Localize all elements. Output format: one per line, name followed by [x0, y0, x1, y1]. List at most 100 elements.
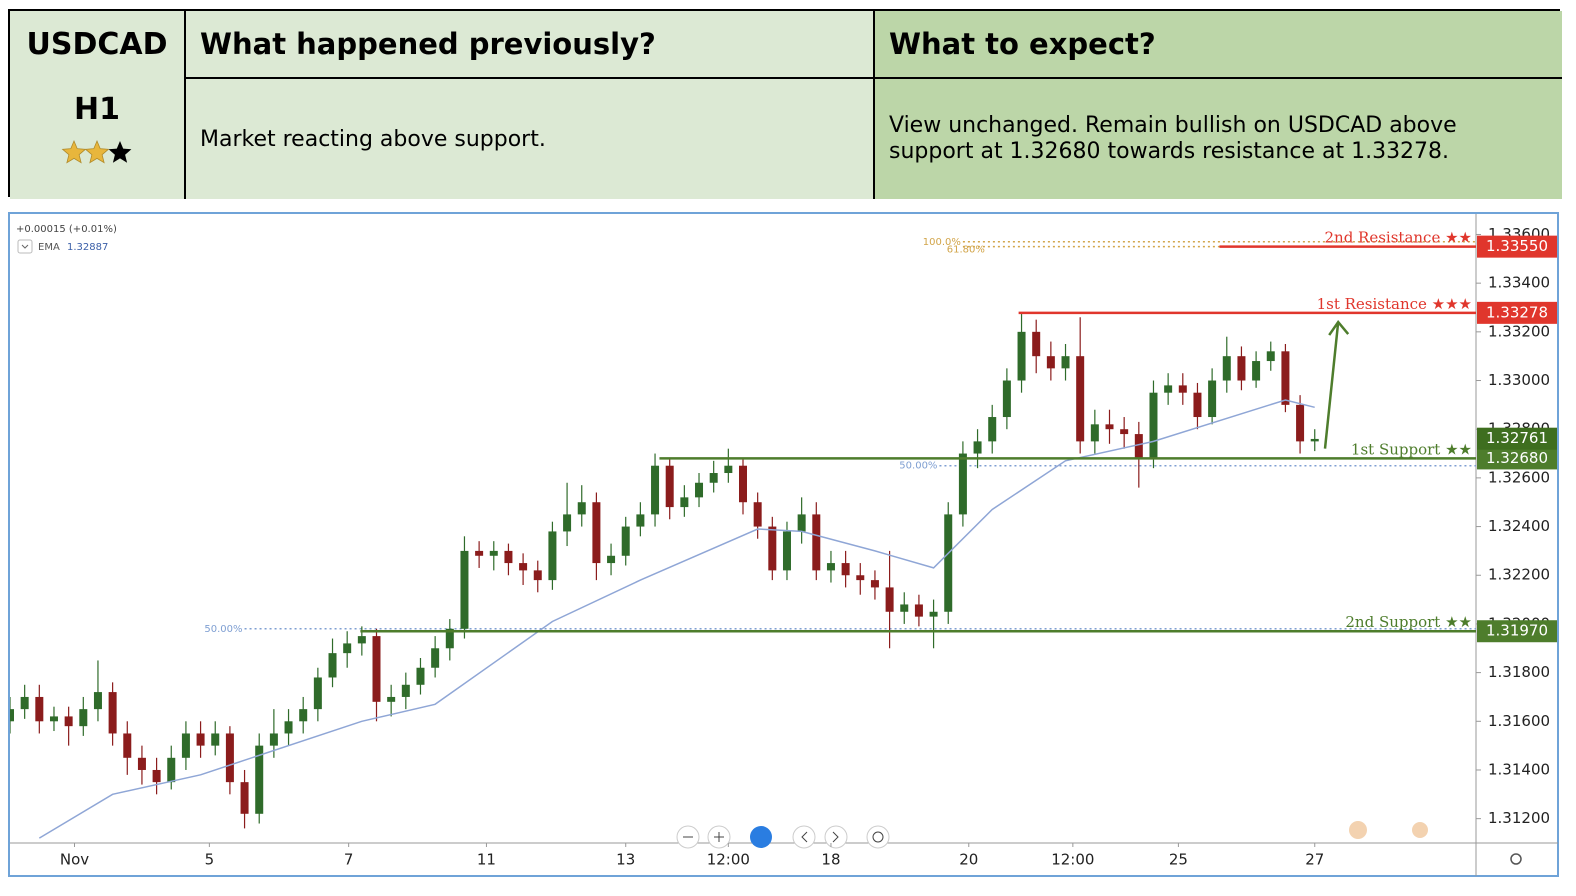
candle-body — [416, 667, 425, 685]
current-price-tag — [1477, 427, 1557, 450]
candle-body — [695, 482, 704, 498]
x-tick-label: 18 — [821, 851, 840, 869]
y-tick-label: 1.32200 — [1488, 566, 1550, 584]
candle-body — [284, 721, 293, 734]
candle-body — [739, 465, 747, 503]
candle-body — [651, 465, 660, 515]
reset-button[interactable] — [866, 825, 890, 849]
candle-body — [255, 745, 264, 814]
candle-body — [79, 709, 88, 727]
candle-body — [592, 502, 601, 564]
fit-button[interactable] — [750, 826, 772, 848]
candle-body — [445, 628, 454, 649]
candle-body — [709, 473, 718, 483]
scroll-left[interactable] — [792, 825, 816, 849]
symbol: USDCAD — [26, 27, 168, 62]
zoom-controls — [676, 825, 890, 849]
timeframe: H1 — [74, 92, 120, 127]
zoom-out[interactable] — [676, 825, 700, 849]
candle-body — [841, 563, 850, 576]
candle-body — [636, 514, 645, 527]
candle-body — [958, 453, 967, 515]
chart-frame — [8, 212, 1559, 877]
candle-body — [1266, 351, 1275, 362]
projection-arrow — [1323, 321, 1340, 449]
candle-body — [475, 550, 484, 556]
price-tag-label: 1.33278 — [1486, 303, 1548, 321]
candle-body — [900, 604, 909, 612]
y-tick-label: 1.31200 — [1488, 809, 1550, 827]
ema-line — [38, 399, 1315, 839]
candle-body — [49, 716, 58, 722]
candle-body — [621, 526, 630, 556]
candle-body — [211, 733, 220, 746]
candle-body — [1178, 385, 1187, 393]
candle-body — [914, 604, 923, 617]
candle-body — [167, 757, 176, 783]
candle-body — [196, 733, 205, 746]
ema-name: EMA — [38, 242, 60, 253]
x-tick-label: 20 — [959, 851, 978, 869]
scroll-left-icon — [801, 831, 808, 843]
candle-body — [1120, 429, 1129, 435]
level-name: 1st Resistance ★★★ — [1317, 295, 1472, 313]
candle-body — [504, 550, 513, 564]
ema-value: 1.32887 — [67, 242, 108, 253]
x-tick-label: 7 — [344, 851, 354, 869]
price-tag — [1477, 620, 1557, 643]
candle-body — [1193, 392, 1202, 418]
x-tick-label: 5 — [205, 851, 215, 869]
candle-body — [870, 580, 879, 588]
price-tag-label: 1.31970 — [1486, 622, 1548, 640]
candle-body — [929, 611, 938, 617]
candle-body — [269, 733, 278, 746]
settings-button[interactable] — [1510, 853, 1522, 865]
candle-body — [1105, 424, 1114, 430]
candle-body — [1076, 356, 1085, 442]
candle-body — [724, 465, 733, 474]
header-previous: What happened previously? — [186, 11, 873, 79]
candle-body — [93, 692, 102, 710]
candle-body — [1032, 331, 1041, 357]
candle-body — [1090, 424, 1099, 442]
symbol-cell: USDCAD H1 — [10, 11, 186, 199]
scroll-right[interactable] — [824, 825, 848, 849]
candle-body — [343, 643, 352, 654]
level-name: 1st Support ★★ — [1351, 440, 1472, 458]
candle-body — [680, 497, 689, 508]
price-tag — [1477, 447, 1557, 470]
candle-body — [1134, 434, 1143, 459]
candle-body — [782, 531, 791, 571]
y-tick-label: 1.33600 — [1488, 225, 1550, 243]
candle-body — [489, 550, 498, 556]
zoom-in[interactable] — [707, 825, 731, 849]
y-tick-label: 1.33400 — [1488, 274, 1550, 292]
candle-body — [1017, 331, 1026, 381]
candle-body — [64, 716, 73, 727]
candle-body — [225, 733, 234, 783]
candle-body — [607, 555, 616, 564]
candle-body — [1281, 351, 1290, 405]
candle-body — [1237, 356, 1246, 381]
event-icon[interactable] — [1349, 821, 1367, 839]
price-tag — [1477, 301, 1557, 324]
candle-body — [401, 684, 410, 697]
candle-body — [973, 441, 982, 454]
candle-body — [944, 514, 953, 612]
expect-text: View unchanged. Remain bullish on USDCAD… — [873, 79, 1562, 199]
event-icon[interactable] — [1412, 822, 1428, 838]
candle-body — [812, 514, 821, 571]
price-tag-label: 1.33550 — [1486, 237, 1548, 255]
candle-body — [299, 709, 308, 722]
y-tick-label: 1.31800 — [1488, 663, 1550, 681]
candle-body — [826, 563, 835, 571]
y-tick-label: 1.32400 — [1488, 517, 1550, 535]
x-tick-label: 12:00 — [1051, 851, 1094, 869]
candle-body — [20, 696, 29, 710]
candle-body — [533, 570, 542, 581]
candle-body — [1296, 404, 1305, 442]
candle-body — [460, 550, 469, 629]
candle-body — [328, 653, 337, 678]
collapse-button[interactable] — [17, 239, 33, 254]
level-name: 2nd Resistance ★★ — [1324, 229, 1472, 247]
